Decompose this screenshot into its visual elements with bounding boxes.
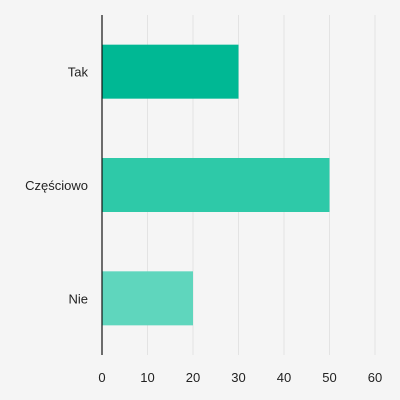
category-label: Częściowo [25, 178, 88, 193]
x-tick-label: 30 [231, 370, 245, 385]
x-tick-label: 60 [368, 370, 382, 385]
category-labels: Tak Częściowo Nie [25, 65, 88, 307]
bar-2 [102, 271, 193, 326]
bar-1 [102, 158, 330, 212]
x-tick-label: 40 [277, 370, 291, 385]
bar-0 [102, 44, 239, 99]
bars [102, 44, 330, 326]
category-label: Nie [68, 291, 88, 306]
x-tick-label: 0 [98, 370, 105, 385]
x-tick-labels: 0 10 20 30 40 50 60 [98, 370, 382, 385]
x-tick-label: 20 [186, 370, 200, 385]
x-tick-label: 10 [140, 370, 154, 385]
category-label: Tak [68, 65, 89, 80]
x-tick-label: 50 [322, 370, 336, 385]
